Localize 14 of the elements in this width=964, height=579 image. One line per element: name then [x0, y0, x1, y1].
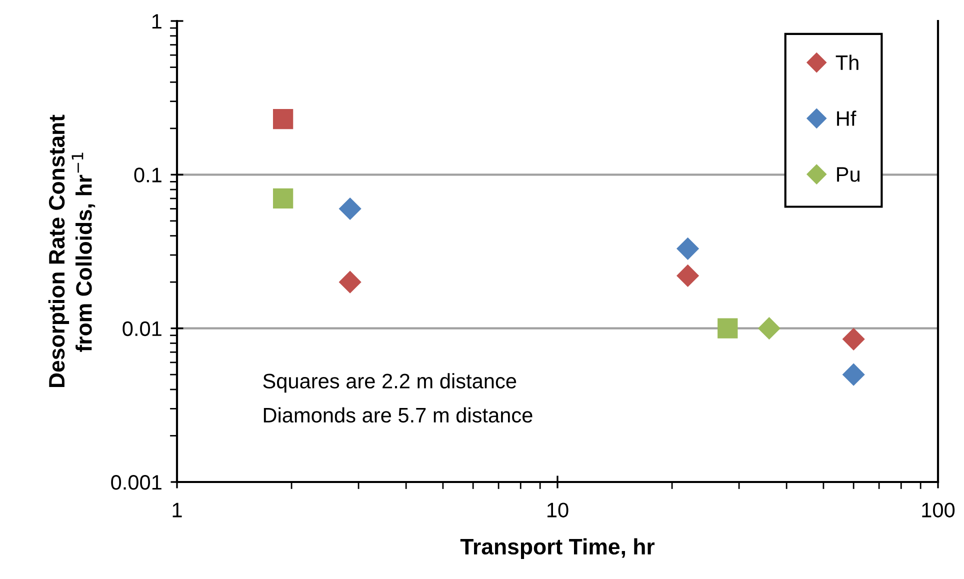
legend-label: Th: [836, 54, 858, 70]
x-tick-label: 1: [172, 502, 182, 518]
y-tick-label: 0.001: [111, 475, 162, 490]
x-tick-label: 100: [922, 502, 955, 518]
x-axis-title: Transport Time, hr: [460, 538, 655, 559]
y-tick-label: 0.01: [122, 321, 162, 336]
annotation: Squares are 2.2 m distance: [263, 373, 516, 393]
annotation: Diamonds are 5.7 m distance: [264, 407, 532, 423]
legend-label: Hf: [837, 110, 856, 126]
x-tick-label: 10: [548, 502, 568, 518]
legend-label: Pu: [837, 167, 860, 182]
y-tick-label: 0.1: [134, 168, 162, 182]
y-tick-label: 1: [152, 14, 162, 29]
y-axis-title: Desorption Rate Constant from Colloids, hr$^{−1}$: [48, 114, 96, 388]
